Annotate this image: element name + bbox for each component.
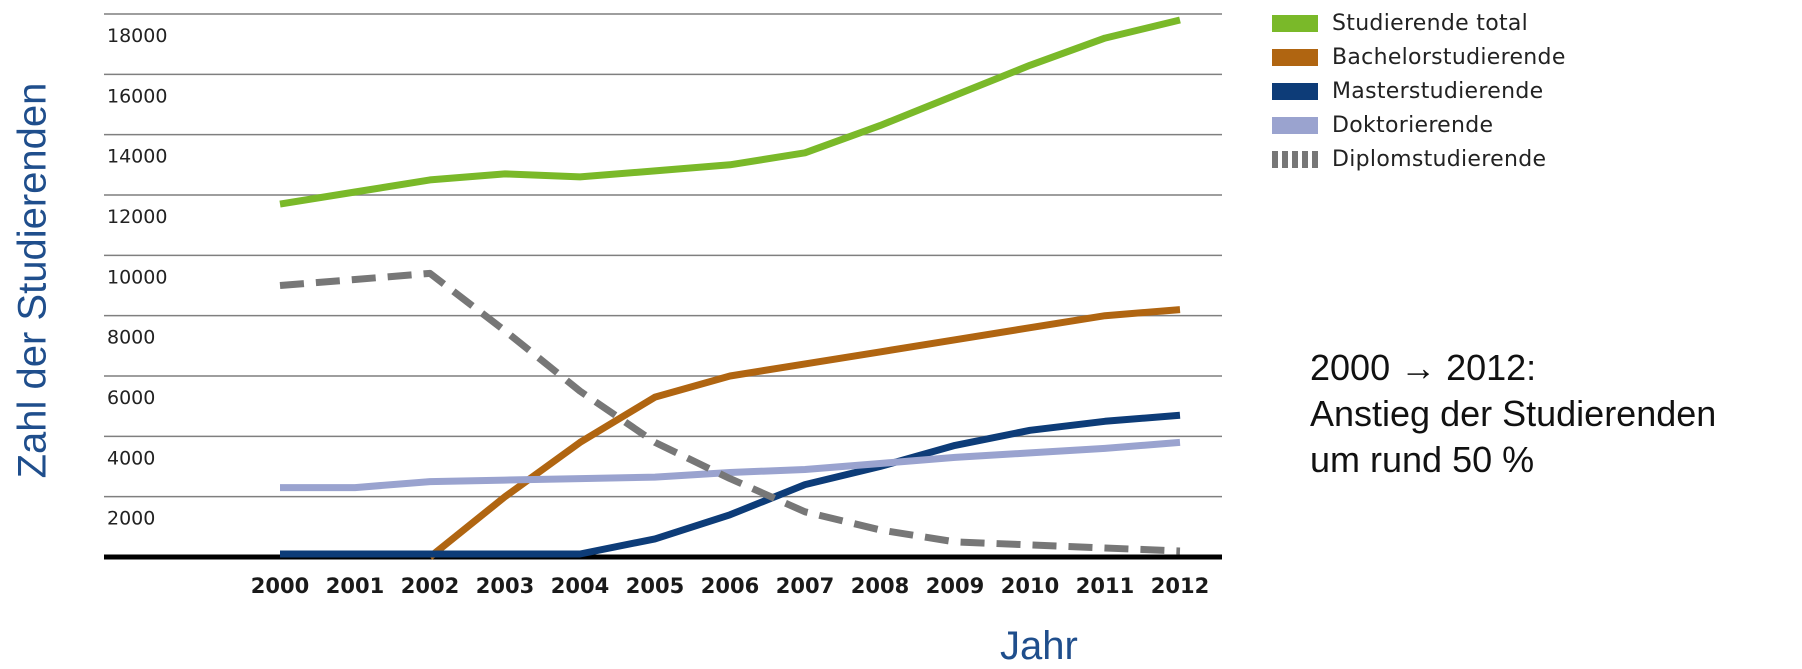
legend-label: Studierende total xyxy=(1332,10,1529,36)
series-line-masterstudierende xyxy=(280,411,1181,558)
y-tick-label: 18000 xyxy=(107,25,167,47)
annotation-line-2: Anstieg der Studierenden xyxy=(1310,393,1717,434)
x-tick-label: 2010 xyxy=(1001,574,1059,598)
series-line-studierende-total xyxy=(279,16,1181,208)
growth-annotation: 2000 → 2012: Anstieg der Studierenden um… xyxy=(1310,345,1716,483)
y-tick-label: 6000 xyxy=(107,387,155,409)
chart-legend: Studierende total Bachelorstudierende Mast… xyxy=(1272,6,1566,176)
y-axis-title-wrapper: Zahl der Studierenden xyxy=(8,40,58,520)
series-line-bachelorstudierende xyxy=(427,306,1181,560)
x-tick-label: 2009 xyxy=(926,574,984,598)
legend-label: Bachelorstudierende xyxy=(1332,44,1566,70)
legend-swatch xyxy=(1272,150,1318,168)
x-tick-label: 2008 xyxy=(851,574,909,598)
x-tick-label: 2002 xyxy=(401,574,459,598)
annotation-line-1: 2000 → 2012: xyxy=(1310,347,1537,388)
legend-label: Masterstudierende xyxy=(1332,78,1544,104)
y-tick-label: 4000 xyxy=(107,447,155,469)
legend-item: Masterstudierende xyxy=(1272,74,1566,108)
legend-item: Bachelorstudierende xyxy=(1272,40,1566,74)
x-tick-label: 2006 xyxy=(701,574,759,598)
y-tick-label: 16000 xyxy=(107,85,167,107)
series-line-doktorierende xyxy=(280,438,1181,492)
legend-swatch xyxy=(1272,82,1318,100)
legend-swatch xyxy=(1272,14,1318,32)
x-axis-title: Jahr xyxy=(1000,624,1078,668)
legend-item: Doktorierende xyxy=(1272,108,1566,142)
legend-label: Diplomstudierende xyxy=(1332,146,1547,172)
y-tick-label: 2000 xyxy=(107,508,155,530)
y-tick-label: 8000 xyxy=(107,327,155,349)
y-axis-title: Zahl der Studierenden xyxy=(10,82,55,478)
x-tick-label: 2005 xyxy=(626,574,684,598)
annotation-line-3: um rund 50 % xyxy=(1310,439,1535,480)
y-tick-label: 14000 xyxy=(107,146,167,168)
legend-label: Doktorierende xyxy=(1332,112,1494,138)
legend-swatch xyxy=(1272,116,1318,134)
legend-item: Studierende total xyxy=(1272,6,1566,40)
x-tick-label: 2007 xyxy=(776,574,834,598)
x-tick-label: 2012 xyxy=(1151,574,1209,598)
x-tick-label: 2000 xyxy=(251,574,309,598)
x-tick-label: 2001 xyxy=(326,574,384,598)
y-tick-label: 12000 xyxy=(107,206,167,228)
y-tick-label: 10000 xyxy=(107,266,167,288)
series-line-diplomstudierende xyxy=(279,269,1181,555)
x-tick-label: 2004 xyxy=(551,574,609,598)
x-tick-label: 2003 xyxy=(476,574,534,598)
legend-item: Diplomstudierende xyxy=(1272,142,1566,176)
legend-swatch xyxy=(1272,48,1318,66)
x-tick-label: 2011 xyxy=(1076,574,1134,598)
